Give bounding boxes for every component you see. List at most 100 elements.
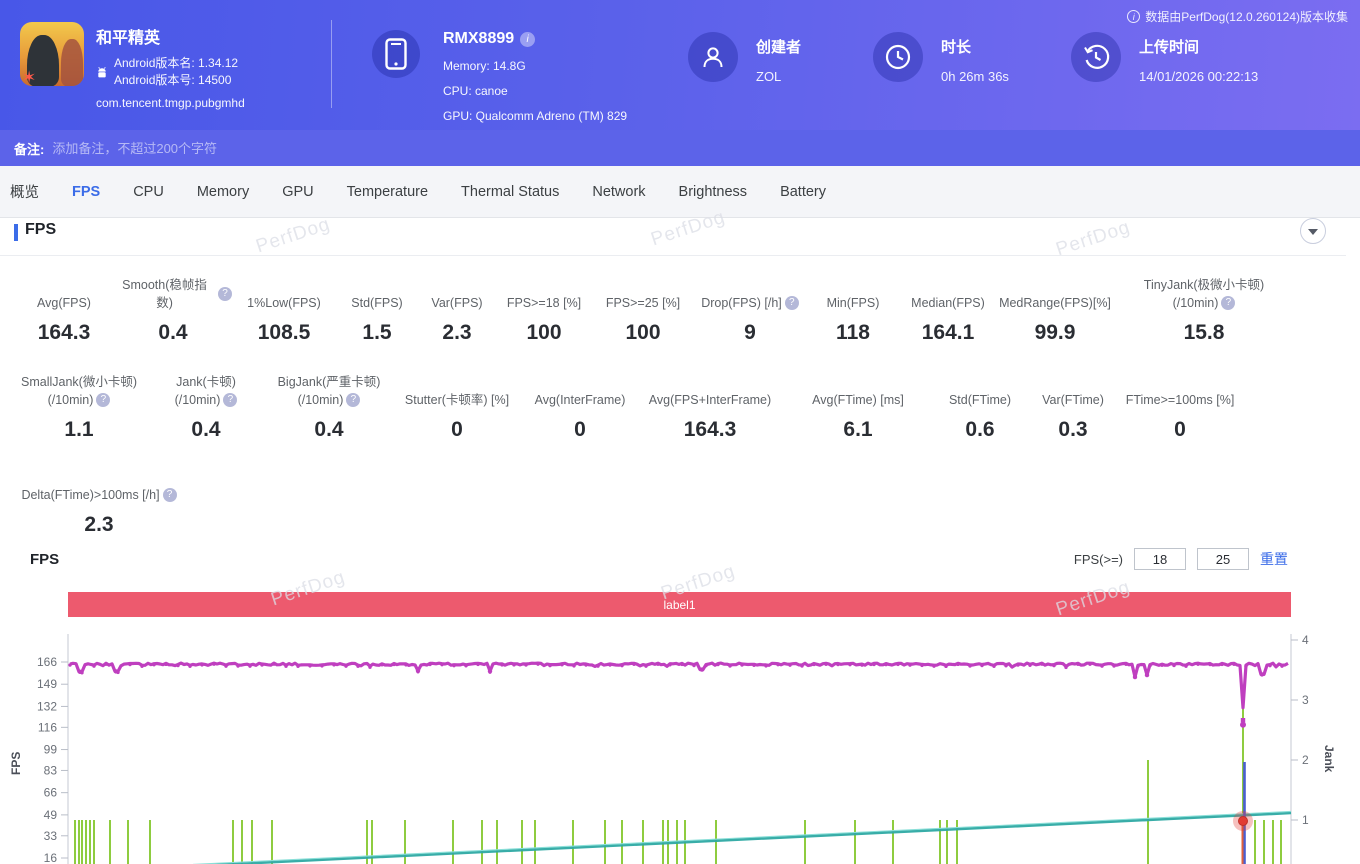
svg-text:116: 116 [38,720,57,734]
svg-text:33: 33 [44,829,58,843]
android-icon [96,66,108,79]
metric-value: 164.1 [922,321,975,345]
metric-value: 0.4 [314,418,343,442]
metric: Std(FPS)1.5 [336,276,418,345]
metric-value: 1.1 [64,418,93,442]
fps-threshold-max-input[interactable] [1197,548,1249,570]
help-icon[interactable]: ? [163,488,177,502]
creator-value: ZOL [756,69,801,84]
metric-label: Var(FTime) [1042,373,1104,409]
metric: TinyJank(极微小卡顿)(/10min)?15.8 [1114,276,1294,345]
chevron-down-icon [1308,229,1318,235]
svg-text:49: 49 [44,808,58,822]
metric-label: 1%Low(FPS) [247,276,321,312]
help-icon[interactable]: ? [785,296,799,310]
metric-value: 0 [451,418,463,442]
fps-chart-title: FPS [30,551,59,568]
svg-text:83: 83 [44,763,58,777]
metric-label: MedRange(FPS)[%] [999,276,1111,312]
help-icon[interactable]: ? [96,393,110,407]
svg-text:132: 132 [37,699,57,713]
svg-text:FPS: FPS [9,752,23,775]
android-version-code: Android版本号: 14500 [114,72,238,89]
main-content: FPS Avg(FPS)164.3Smooth(稳帧指数)? 0.4 1%Low(F… [0,218,1360,864]
device-cpu: CPU: canoe [443,84,627,98]
device-info-icon[interactable]: i [520,32,535,47]
svg-text:16: 16 [44,851,58,864]
svg-text:149: 149 [37,677,57,691]
svg-text:1: 1 [1302,813,1309,827]
metric-label: BigJank(严重卡顿)(/10min)? [278,373,381,409]
tab-memory[interactable]: Memory [197,184,249,200]
metric: Median(FPS)164.1 [900,276,996,345]
svg-text:66: 66 [44,786,58,800]
metric-value: 9 [744,321,756,345]
collapse-section-button[interactable] [1300,218,1326,244]
metric-label: Jank(卡顿)(/10min)? [175,373,238,409]
tab-thermal-status[interactable]: Thermal Status [461,184,559,200]
metric-label: Avg(FPS) [37,276,91,312]
metric-value: 0 [1174,418,1186,442]
help-icon[interactable]: ? [223,393,237,407]
tab-cpu[interactable]: CPU [133,184,164,200]
metric-value: 2.3 [84,513,113,537]
metric: Var(FPS)2.3 [418,276,496,345]
metric-label: SmallJank(微小卡顿)(/10min)? [21,373,137,409]
tab-gpu[interactable]: GPU [282,184,313,200]
svg-text:99: 99 [44,743,58,757]
fps-threshold-min-input[interactable] [1134,548,1186,570]
svg-text:Jank: Jank [1322,745,1336,773]
tab-temperature[interactable]: Temperature [347,184,428,200]
metric-label: FTime>=100ms [%] [1126,373,1235,409]
app-package: com.tencent.tmgp.pubgmhd [96,96,245,110]
clock-icon [873,32,923,82]
metric-value: 0.6 [965,418,994,442]
metric-label: Min(FPS) [827,276,880,312]
svg-text:3: 3 [1302,693,1309,707]
svg-text:2: 2 [1302,753,1309,767]
metric: MedRange(FPS)[%]99.9 [996,276,1114,345]
note-input[interactable] [52,141,652,156]
fps-section-head: FPS [0,218,1346,256]
info-icon: i [1127,10,1140,23]
app-icon: ✶ [20,22,84,86]
tab-概览[interactable]: 概览 [10,181,39,202]
metrics-row-1: Avg(FPS)164.3Smooth(稳帧指数)? 0.4 1%Low(FPS) 1… [14,276,1294,345]
metric: Avg(InterFrame)0 [524,373,636,442]
user-icon [688,32,738,82]
collect-note-text: 数据由PerfDog(12.0.260124)版本收集 [1145,8,1348,25]
metric: Avg(FTime) [ms]6.1 [784,373,932,442]
metric: Avg(FPS)164.3 [14,276,114,345]
metric: Avg(FPS+InterFrame)164.3 [636,373,784,442]
help-icon[interactable]: ? [346,393,360,407]
metric: BigJank(严重卡顿)(/10min)? 0.4 [268,373,390,442]
tab-fps[interactable]: FPS [72,184,100,200]
duration-block: 时长 0h 26m 36s [873,32,1009,84]
metric-value: 100 [625,321,660,345]
help-icon[interactable]: ? [1221,296,1235,310]
metric: SmallJank(微小卡顿)(/10min)? 1.1 [14,373,144,442]
phone-icon [372,30,420,78]
chart-label-banner[interactable]: label1 [68,592,1291,617]
trend-line [193,811,1291,864]
metric: Jank(卡顿)(/10min)? 0.4 [144,373,268,442]
fps-jank-chart[interactable]: 166149132116998366493316FPS4321Jank [0,630,1360,864]
device-gpu: GPU: Qualcomm Adreno (TM) 829 [443,109,627,123]
fps-threshold-controls: FPS(>=) 重置 [1074,548,1288,570]
metric: FTime>=100ms [%] 0 [1118,373,1242,442]
metric: FPS>=25 [%]100 [592,276,694,345]
tab-brightness[interactable]: Brightness [679,184,748,200]
tab-battery[interactable]: Battery [780,184,826,200]
reset-link[interactable]: 重置 [1260,549,1288,569]
fps-series [68,662,1288,727]
note-label: 备注: [14,139,44,158]
app-name: 和平精英 [96,24,245,48]
metric-label: Std(FTime) [949,373,1011,409]
metric-value: 108.5 [258,321,311,345]
metric-value: 0.4 [191,418,220,442]
metric-label: Smooth(稳帧指数)? [114,276,232,312]
tab-network[interactable]: Network [592,184,645,200]
help-icon[interactable]: ? [218,287,232,301]
metric-value: 0.4 [158,321,187,345]
metric-label: Var(FPS) [431,276,482,312]
